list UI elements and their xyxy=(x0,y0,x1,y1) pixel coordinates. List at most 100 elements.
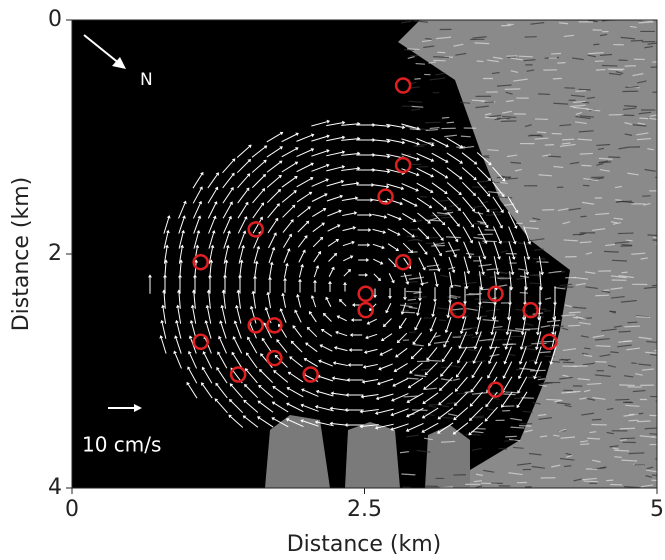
flow-arrow xyxy=(246,370,258,384)
flow-arrow-head xyxy=(501,178,506,182)
texture xyxy=(458,334,474,337)
flow-arrow xyxy=(297,207,309,218)
flow-arrow-head xyxy=(386,184,390,189)
flow-arrow-head xyxy=(254,260,259,264)
texture xyxy=(659,124,665,125)
flow-arrow xyxy=(266,176,280,188)
flow-arrow xyxy=(424,392,439,403)
texture xyxy=(438,319,447,322)
flow-arrow-head xyxy=(473,346,478,350)
flow-arrow-head xyxy=(243,216,248,220)
texture xyxy=(429,217,438,221)
flow-arrow xyxy=(319,376,334,382)
texture xyxy=(425,387,437,390)
flow-arrow-head xyxy=(485,208,490,213)
flow-arrow-head xyxy=(416,172,420,177)
flow-arrow-head xyxy=(438,401,442,406)
texture xyxy=(577,138,593,141)
flow-arrow xyxy=(326,299,332,307)
texture xyxy=(635,316,651,318)
texture xyxy=(502,115,517,119)
texture xyxy=(609,445,619,448)
flow-arrow xyxy=(326,122,343,127)
flow-arrow-head xyxy=(514,209,519,214)
flow-arrow xyxy=(247,354,258,369)
texture xyxy=(487,59,499,63)
flow-arrow-head xyxy=(302,249,306,254)
flow-arrow-head xyxy=(446,315,451,319)
flow-arrow-head xyxy=(458,191,462,196)
flow-arrow-head xyxy=(441,221,446,226)
texture xyxy=(646,340,657,343)
texture xyxy=(431,244,445,247)
texture xyxy=(497,270,508,274)
flow-arrow-head xyxy=(286,387,291,391)
flow-arrow-head xyxy=(457,359,461,364)
flow-arrow xyxy=(298,251,305,263)
flow-arrow-head xyxy=(393,368,398,372)
flow-arrow xyxy=(341,138,358,141)
flow-arrow xyxy=(494,271,497,288)
flow-arrow xyxy=(178,217,185,234)
flow-arrow-head xyxy=(347,268,352,273)
texture xyxy=(578,88,591,91)
texture xyxy=(406,434,420,438)
flow-arrow xyxy=(402,227,413,237)
texture xyxy=(621,271,628,274)
texture xyxy=(447,295,462,298)
flow-arrow-head xyxy=(349,333,353,337)
flow-arrow-head xyxy=(379,352,384,356)
flow-arrow xyxy=(208,218,216,234)
texture xyxy=(573,478,582,482)
flow-arrow-head xyxy=(377,277,382,282)
flow-arrow-head xyxy=(353,211,358,216)
flow-arrow xyxy=(235,323,242,339)
flow-arrow xyxy=(237,218,247,234)
flow-arrow-head xyxy=(336,315,341,319)
flow-arrow xyxy=(488,361,498,377)
texture xyxy=(406,377,419,380)
texture xyxy=(533,248,544,252)
flow-arrow-head xyxy=(333,252,338,257)
flow-arrow xyxy=(176,322,182,339)
texture xyxy=(615,70,624,75)
flow-arrow xyxy=(192,307,197,324)
texture xyxy=(465,252,475,255)
texture xyxy=(637,80,647,84)
texture xyxy=(624,133,633,136)
flow-arrow xyxy=(318,391,334,397)
texture xyxy=(569,161,580,165)
flow-arrow xyxy=(448,241,456,256)
flow-arrow-head xyxy=(200,171,204,176)
y-tick-label: 2 xyxy=(48,241,62,266)
flow-arrow xyxy=(395,362,408,371)
texture xyxy=(507,353,516,357)
flow-arrow-head xyxy=(373,295,377,299)
texture xyxy=(594,374,611,377)
station-marker xyxy=(394,77,412,94)
texture xyxy=(540,324,551,328)
texture xyxy=(632,124,647,127)
flow-arrow xyxy=(296,178,312,188)
flow-arrow-head xyxy=(551,332,556,336)
texture xyxy=(649,114,657,117)
flow-arrow xyxy=(417,302,422,314)
flow-arrow xyxy=(283,265,288,278)
flow-arrow-head xyxy=(261,188,266,192)
flow-arrow-head xyxy=(365,273,369,277)
flow-arrow-head xyxy=(290,219,294,223)
texture xyxy=(610,275,627,279)
texture xyxy=(588,20,598,23)
texture xyxy=(597,147,605,151)
flow-arrow xyxy=(163,217,170,234)
flow-arrow xyxy=(163,232,169,249)
texture xyxy=(541,381,549,385)
flow-arrow xyxy=(377,408,394,414)
flow-arrow-head xyxy=(520,332,525,336)
texture xyxy=(492,181,501,184)
texture xyxy=(506,99,514,103)
flow-arrow-head xyxy=(415,187,419,192)
flow-arrow xyxy=(288,388,304,398)
texture xyxy=(602,289,610,292)
flow-arrow xyxy=(236,307,242,324)
